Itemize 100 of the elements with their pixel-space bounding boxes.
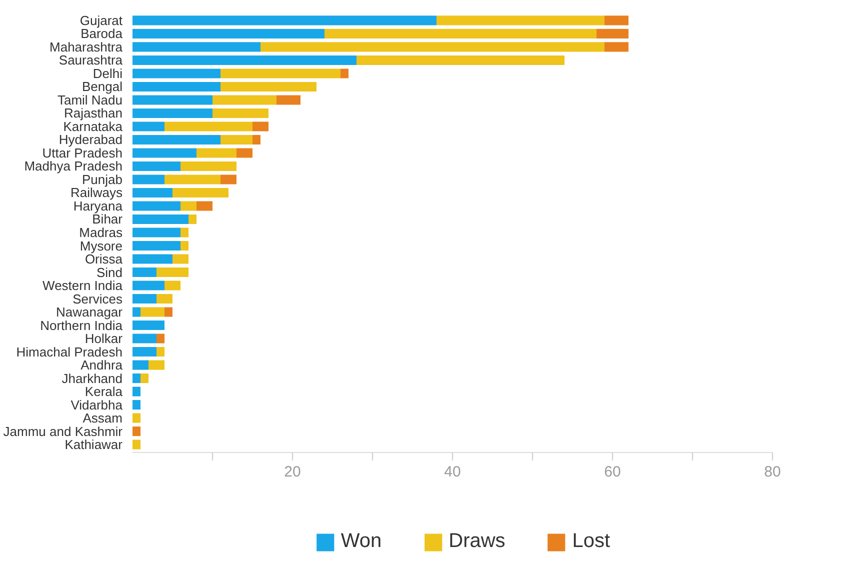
bar — [164, 307, 172, 317]
legend-label: Won — [340, 530, 382, 553]
y-tick-label: Bengal — [82, 79, 123, 94]
y-tick-label: Mysore — [80, 238, 123, 254]
bar — [180, 240, 188, 251]
bar — [164, 174, 220, 184]
y-tick-label: Gujarat — [80, 12, 123, 28]
y-tick-label: Holkar — [84, 331, 124, 346]
bar — [132, 148, 196, 158]
bar — [132, 320, 164, 330]
bar — [132, 400, 140, 410]
bar — [132, 55, 356, 65]
bar — [132, 360, 148, 370]
bar — [156, 347, 164, 357]
bar — [132, 440, 140, 450]
bar — [132, 240, 180, 251]
bar — [180, 161, 236, 172]
bar — [356, 55, 564, 65]
bar — [132, 28, 324, 38]
legend-label: Lost — [572, 530, 610, 553]
bar — [132, 426, 140, 436]
bar — [156, 334, 164, 344]
bar — [180, 228, 188, 238]
bar — [260, 42, 604, 52]
bar — [252, 134, 260, 144]
y-tick-label: Nawanagar — [56, 304, 124, 320]
bar — [132, 95, 212, 105]
bar — [236, 148, 252, 158]
bar — [132, 294, 156, 304]
bar — [276, 95, 300, 105]
y-tick-label: Punjab — [82, 172, 123, 187]
bar — [172, 188, 228, 198]
x-tick-label: 80 — [764, 464, 781, 480]
bar — [132, 347, 156, 357]
bar — [156, 267, 188, 278]
bar — [132, 42, 260, 52]
y-tick-label: Delhi — [92, 66, 123, 81]
bar — [188, 214, 196, 224]
bar — [596, 28, 628, 38]
bar — [132, 413, 140, 423]
bar — [132, 374, 140, 384]
bar — [132, 214, 188, 224]
bar — [324, 28, 596, 38]
bar — [220, 174, 236, 184]
y-tick-label: Andhra — [80, 358, 124, 373]
x-tick-label: 40 — [444, 464, 461, 480]
bar — [132, 254, 172, 264]
bar — [604, 42, 628, 52]
bar — [132, 201, 180, 211]
bar — [196, 201, 212, 211]
y-tick-label: Jammu and Kashmir — [3, 424, 124, 439]
bar — [132, 174, 164, 184]
y-tick-label: Services — [72, 291, 123, 306]
bar — [132, 161, 180, 172]
bar — [220, 134, 252, 144]
bar — [132, 108, 212, 118]
y-tick-label: Western India — [42, 278, 124, 294]
x-tick-label: 60 — [604, 464, 621, 480]
y-tick-label: Hyderabad — [58, 132, 123, 148]
bar — [148, 360, 164, 370]
y-tick-label: Jharkhand — [62, 370, 123, 386]
y-tick-label: Rajasthan — [64, 106, 123, 121]
y-tick-label: Madras — [79, 225, 123, 240]
bar — [132, 334, 156, 344]
y-tick-label: Maharashtra — [50, 39, 124, 54]
bar — [132, 280, 164, 290]
bar — [140, 307, 164, 317]
y-tick-label: Assam — [82, 410, 123, 426]
bar — [164, 122, 252, 132]
bar — [180, 201, 196, 211]
bar — [436, 16, 604, 26]
x-tick-label: 20 — [284, 464, 301, 480]
bar — [140, 374, 148, 384]
bar — [132, 386, 140, 396]
bar — [132, 82, 220, 92]
y-tick-label: Kathiawar — [64, 437, 124, 452]
bar — [132, 307, 140, 317]
y-tick-label: Saurashtra — [58, 52, 124, 68]
legend-label: Draws — [448, 530, 506, 553]
bar — [164, 280, 180, 290]
y-tick-label: Vidarbha — [70, 397, 124, 412]
bar — [220, 68, 340, 78]
y-tick-label: Madhya Pradesh — [24, 158, 122, 174]
bar — [156, 294, 172, 304]
bar — [132, 122, 164, 132]
bar — [132, 188, 172, 198]
bar — [212, 108, 268, 118]
bar — [132, 267, 156, 278]
bar — [252, 122, 268, 132]
y-tick-label: Himachal Pradesh — [16, 344, 123, 360]
bar — [196, 148, 236, 158]
bar — [132, 16, 436, 26]
bar — [132, 134, 220, 144]
bar — [220, 82, 316, 92]
bar — [604, 16, 628, 26]
y-tick-label: Sind — [96, 264, 123, 280]
bar — [132, 228, 180, 238]
bar — [212, 95, 276, 105]
y-tick-label: Kerala — [84, 384, 124, 400]
bar — [132, 68, 220, 78]
